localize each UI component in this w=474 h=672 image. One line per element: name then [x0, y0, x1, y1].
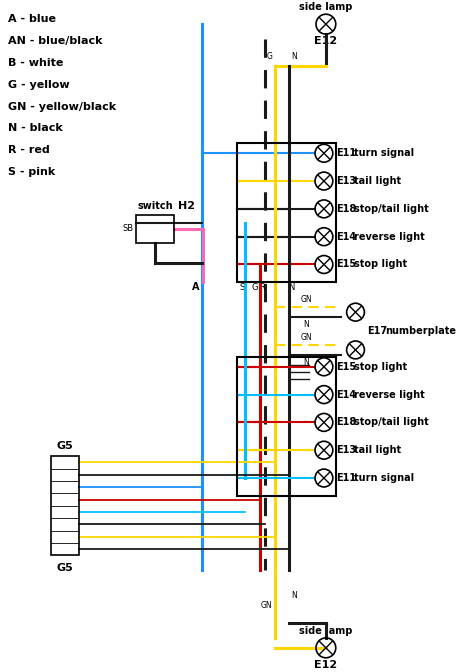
Bar — [237, 143, 336, 282]
Text: N: N — [303, 320, 309, 329]
Bar — [51, 456, 79, 556]
Text: stop/tail light: stop/tail light — [354, 417, 428, 427]
Text: G - yellow: G - yellow — [8, 80, 70, 90]
Text: stop light: stop light — [354, 362, 407, 372]
Text: S: S — [239, 283, 245, 292]
Text: turn signal: turn signal — [354, 149, 414, 159]
Text: N: N — [292, 52, 297, 61]
Text: tail light: tail light — [354, 176, 401, 186]
Text: turn signal: turn signal — [354, 473, 414, 483]
Text: E14: E14 — [336, 232, 356, 242]
Text: side lamp: side lamp — [299, 626, 353, 636]
Text: GN - yellow/black: GN - yellow/black — [8, 101, 116, 112]
Text: E15: E15 — [336, 259, 356, 269]
Text: B - white: B - white — [8, 58, 63, 68]
Text: reverse light: reverse light — [354, 390, 424, 400]
Text: GN: GN — [301, 295, 312, 304]
Text: stop light: stop light — [354, 259, 407, 269]
Bar — [137, 215, 174, 243]
Text: A - blue: A - blue — [8, 14, 56, 24]
Text: tail light: tail light — [354, 446, 401, 455]
Text: G5: G5 — [57, 563, 73, 573]
Text: GN: GN — [261, 601, 273, 610]
Text: E12: E12 — [314, 36, 337, 46]
Text: E15: E15 — [336, 362, 356, 372]
Text: R: R — [259, 283, 264, 292]
Text: SB: SB — [122, 224, 133, 233]
Text: E18: E18 — [336, 204, 356, 214]
Text: E12: E12 — [314, 660, 337, 670]
Text: E14: E14 — [336, 390, 356, 400]
Text: E18: E18 — [336, 417, 356, 427]
Text: numberplate: numberplate — [385, 326, 456, 336]
Text: H2: H2 — [178, 201, 195, 211]
Text: E13: E13 — [336, 446, 356, 455]
Text: E11: E11 — [336, 473, 356, 483]
Bar — [237, 357, 336, 496]
Text: S - pink: S - pink — [8, 167, 55, 177]
Text: E13: E13 — [336, 176, 356, 186]
Text: stop/tail light: stop/tail light — [354, 204, 428, 214]
Text: A: A — [192, 282, 200, 292]
Text: reverse light: reverse light — [354, 232, 424, 242]
Text: E11: E11 — [336, 149, 356, 159]
Text: G: G — [252, 283, 258, 292]
Text: R - red: R - red — [8, 145, 50, 155]
Text: E17: E17 — [367, 326, 387, 336]
Text: switch: switch — [137, 201, 173, 211]
Text: N: N — [292, 591, 297, 599]
Text: side lamp: side lamp — [299, 2, 353, 12]
Text: N - black: N - black — [8, 124, 63, 134]
Text: N: N — [288, 283, 294, 292]
Text: N: N — [303, 358, 309, 367]
Text: G: G — [267, 52, 273, 61]
Text: GN: GN — [301, 333, 312, 342]
Text: AN - blue/black: AN - blue/black — [8, 36, 102, 46]
Text: G5: G5 — [57, 442, 73, 451]
